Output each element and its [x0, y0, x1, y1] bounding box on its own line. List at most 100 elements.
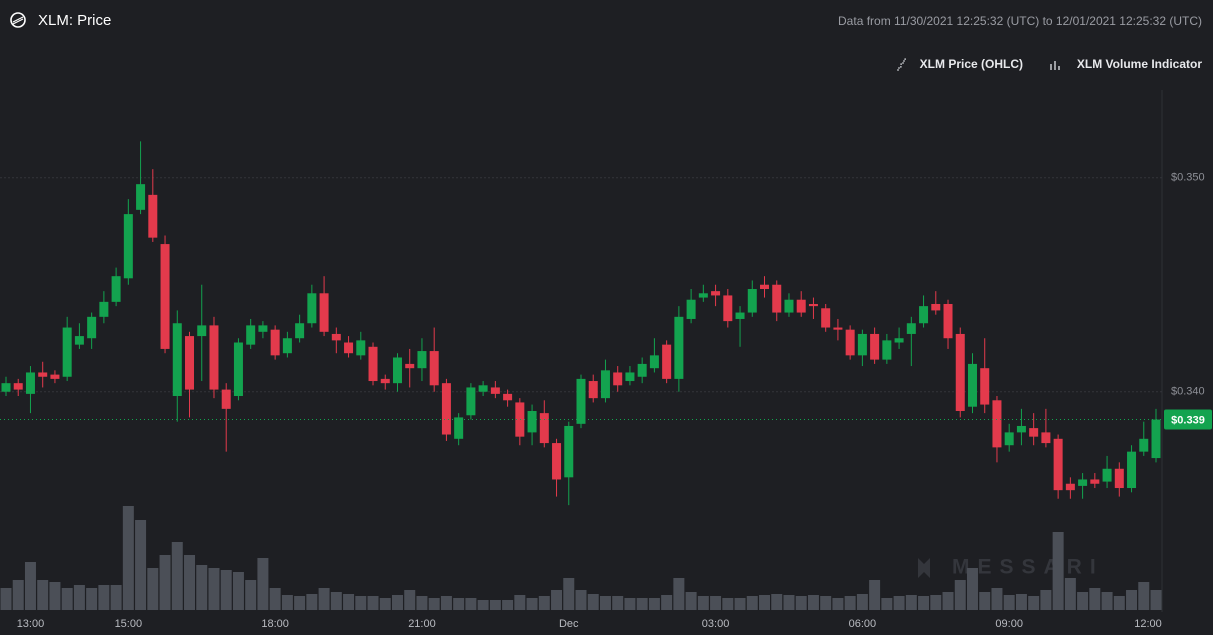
candle-body [344, 342, 354, 354]
volume-bar [538, 596, 550, 610]
volume-bar [122, 506, 134, 610]
candle-body [282, 338, 292, 354]
volume-bar [245, 580, 257, 610]
candle-body [87, 316, 97, 339]
volume-bar [807, 595, 819, 610]
candle-body [429, 351, 439, 386]
volume-bar [1028, 596, 1040, 610]
volume-bar [612, 596, 624, 610]
x-tick-label: 12:00 [1134, 618, 1162, 630]
candle-body [576, 378, 586, 424]
volume-bar [1113, 596, 1125, 610]
candle-body [172, 323, 182, 397]
candle-body [1029, 428, 1039, 437]
candle-body [136, 184, 146, 210]
legend-icon [897, 58, 907, 71]
volume-bar [722, 598, 734, 610]
candle-body [160, 244, 170, 349]
volume-bar [930, 595, 942, 610]
candle-body [845, 329, 855, 356]
legend-volume[interactable]: XLM Volume Indicator [1050, 57, 1202, 71]
volume-bar [1064, 578, 1076, 610]
candle-body [197, 325, 207, 337]
volume-bar [1089, 588, 1101, 610]
volume-bar [869, 580, 881, 610]
candle-body [1151, 419, 1161, 459]
volume-bar [697, 596, 709, 610]
candle-body [392, 357, 402, 384]
candle-body [1041, 432, 1051, 444]
volume-bar [294, 596, 306, 610]
legend-icon [1050, 61, 1060, 70]
candle-body [25, 372, 35, 394]
logo [10, 12, 26, 28]
volume-bar [379, 598, 391, 610]
x-tick-label: 06:00 [849, 618, 877, 630]
candle-body [882, 340, 892, 360]
volume-bar [551, 590, 563, 610]
x-tick-label: 03:00 [702, 618, 730, 630]
candle-body [246, 325, 256, 345]
volume-bar [905, 595, 917, 610]
candle-body [1127, 451, 1137, 489]
volume-bar [477, 600, 489, 610]
volume-bar [1052, 532, 1064, 610]
candle-body [588, 381, 598, 399]
volume-bar [795, 596, 807, 610]
candle-body [1139, 438, 1149, 452]
candle-body [319, 293, 329, 332]
volume-bar [184, 555, 196, 610]
candle-body [417, 351, 427, 369]
candle-body [1065, 483, 1075, 491]
volume-bar [86, 588, 98, 610]
candle-body [980, 368, 990, 405]
candle-body [711, 291, 721, 296]
volume-bar [636, 598, 648, 610]
watermark-logo [918, 558, 930, 578]
volume-bar [110, 585, 122, 610]
y-tick-label: $0.340 [1171, 386, 1205, 398]
volume-bars [0, 506, 1162, 610]
candle-body [662, 344, 672, 379]
candle-body [38, 372, 48, 377]
candle-body [331, 333, 341, 341]
volume-bar [355, 596, 367, 610]
candle-body [857, 333, 867, 356]
volume-bar [954, 580, 966, 610]
candle-body [747, 289, 757, 313]
volume-bar [73, 585, 85, 610]
candle-body [221, 389, 231, 409]
volume-bar [61, 588, 73, 610]
candle-body [992, 400, 1002, 448]
candle-body [967, 363, 977, 407]
volume-bar [367, 596, 379, 610]
candle-body [478, 385, 488, 392]
volume-bar [575, 590, 587, 610]
legend-label: XLM Price (OHLC) [920, 57, 1023, 71]
candle-body [784, 299, 794, 313]
x-tick-label: 13:00 [17, 618, 45, 630]
candle-body [258, 325, 268, 332]
volume-bar [1101, 592, 1113, 610]
candle-body [454, 417, 464, 439]
candle-body [1004, 432, 1014, 446]
volume-bar [1040, 590, 1052, 610]
volume-bar [563, 578, 575, 610]
candle-body [209, 325, 219, 390]
legend-price[interactable]: XLM Price (OHLC) [897, 57, 1023, 71]
volume-bar [159, 555, 171, 610]
last-price-box [1164, 409, 1212, 430]
volume-bar [966, 568, 978, 610]
candle-body [380, 378, 390, 384]
volume-bar [820, 596, 832, 610]
volume-bar [918, 596, 930, 610]
candle-body [466, 387, 476, 416]
date-range: Data from 11/30/2021 12:25:32 (UTC) to 1… [838, 14, 1202, 28]
volume-bar [12, 580, 24, 610]
candle-body [13, 383, 23, 390]
candle-body [600, 370, 610, 399]
volume-bar [942, 592, 954, 610]
candle-body [808, 303, 818, 307]
candle-body [919, 306, 929, 324]
candle-body [123, 214, 133, 279]
